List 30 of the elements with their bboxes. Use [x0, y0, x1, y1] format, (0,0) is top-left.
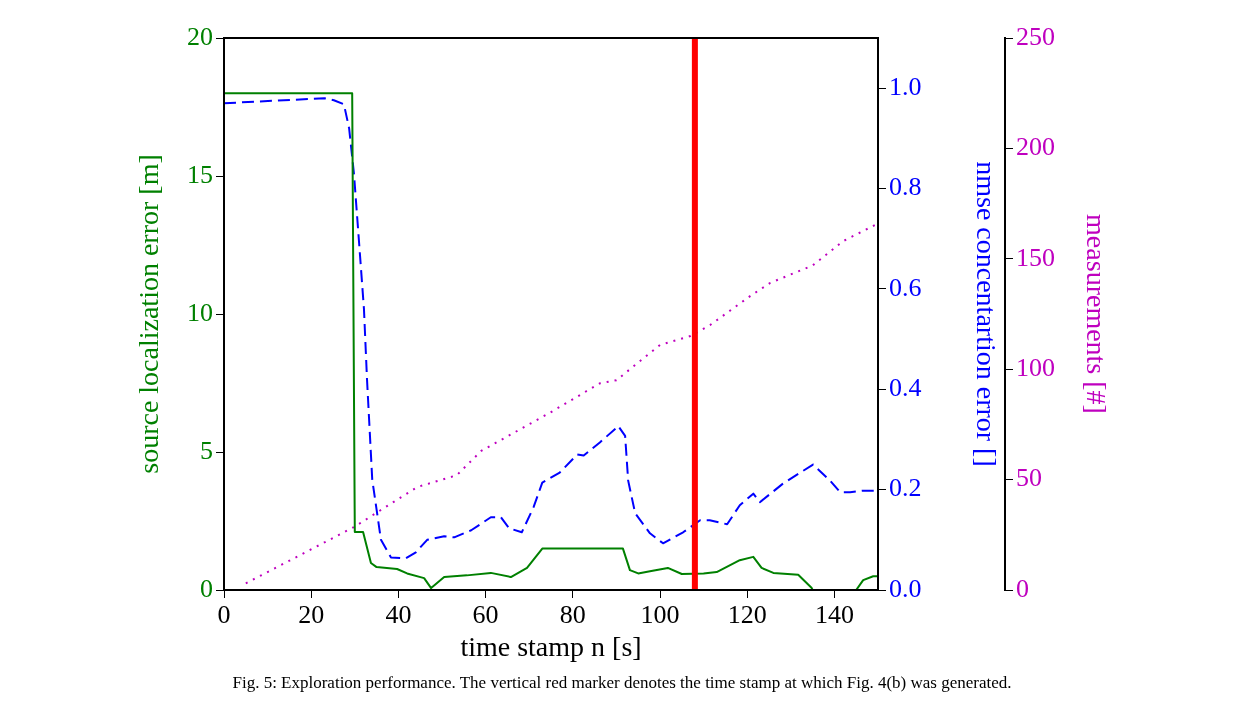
- y3-tick-label: 50: [1016, 463, 1042, 493]
- y-tick-label: 20: [187, 21, 213, 51]
- x-tick-label: 140: [814, 600, 854, 630]
- y2-axis-title: nmse concentartion error []: [970, 161, 1002, 467]
- y3-tick-label: 150: [1016, 242, 1055, 272]
- y-tick-label: 0: [200, 573, 213, 603]
- y2-tick-label: 1.0: [889, 72, 922, 102]
- x-tick-label: 20: [298, 600, 325, 630]
- caption: Fig. 5: Exploration performance. The vertical red marker denotes the time stamp at which Fig. 4(b) was generated.: [231, 673, 1013, 693]
- line-series: [244, 222, 878, 585]
- y3-tick-label: 0: [1016, 573, 1029, 603]
- y-tick-label: 5: [200, 435, 213, 465]
- y3-tick-label: 200: [1016, 132, 1055, 162]
- y3-axis-title: measurements [#]: [1080, 214, 1112, 414]
- y3-tick-label: 100: [1016, 353, 1055, 383]
- y2-tick-label: 0.8: [889, 172, 922, 202]
- y2-tick-label: 0.0: [889, 573, 922, 603]
- x-tick-label: 80: [559, 600, 586, 630]
- y2-tick-label: 0.6: [889, 272, 922, 302]
- y2-tick-label: 0.2: [889, 473, 922, 503]
- x-tick-label: 120: [727, 600, 767, 630]
- y-axis-title: source localization error [m]: [133, 154, 165, 474]
- x-tick-label: 60: [472, 600, 499, 630]
- y2-tick-label: 0.4: [889, 373, 922, 403]
- x-tick-label: 40: [385, 600, 412, 630]
- y3-tick-label: 250: [1016, 21, 1055, 51]
- y-tick-label: 15: [187, 159, 213, 189]
- x-axis-title: time stamp n [s]: [460, 630, 642, 662]
- x-tick-label: 100: [640, 600, 680, 630]
- y-tick-label: 10: [187, 297, 213, 327]
